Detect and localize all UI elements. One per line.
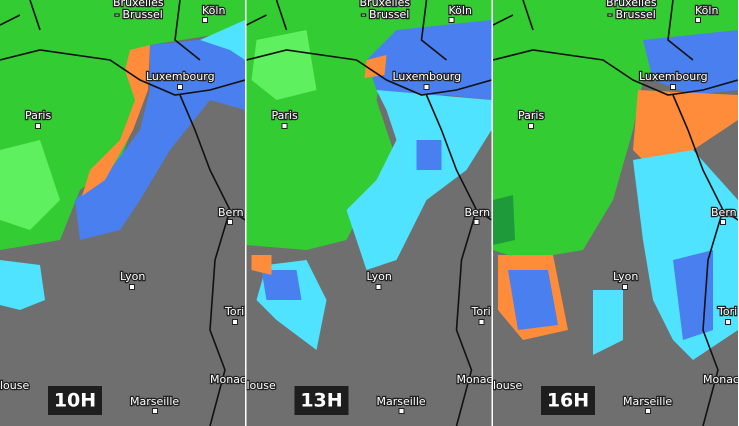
city-dot [448,17,455,23]
time-box [48,386,102,415]
city-label: Paris [272,109,298,122]
city-label: Lyon [367,270,392,283]
precip-area [75,35,245,240]
precip-area [593,290,623,355]
border [493,49,738,96]
precip-area [366,20,492,100]
city-dot [695,17,701,23]
city-dot [227,219,233,225]
time-box [541,386,595,415]
city-dot [478,319,485,325]
city-label: Bern [711,206,737,219]
city-label: Marseille [623,395,672,408]
border [425,94,492,221]
border [0,0,201,61]
precip-area [0,0,245,250]
city-label: Monac [457,373,493,386]
city-label: louse [0,379,29,392]
city-label: Paris [25,109,51,122]
city-dot [725,319,731,325]
city-dot [177,84,183,90]
precip-area [200,20,245,60]
map-panel: Bruxelles- Brussel Köln Luxembourg Paris Ber… [0,0,246,426]
city-label: Tori [471,305,491,318]
precip-area [416,140,442,170]
city-label: Lyon [613,270,638,283]
time-label: 10H [54,390,96,412]
border [702,209,724,426]
city-dot [152,408,158,414]
city-label: louse [247,379,276,392]
map-panel: Bruxelles- Brussel Köln Luxembourg Paris Ber… [246,0,493,426]
city-dot [528,123,534,129]
city-label: Tori [717,305,737,318]
precip-area [82,45,150,196]
time-box [294,386,349,415]
city-label: Luxembourg [146,70,215,83]
precip-area [673,250,713,340]
precip-area [508,270,558,330]
city-dot [645,408,651,414]
border [246,49,492,96]
city-label: Tori [224,305,244,318]
city-dot [232,319,238,325]
city-label: Luxembourg [639,70,708,83]
city-dot [202,17,208,23]
city-dot [398,408,405,414]
city-dot [622,284,628,290]
time-label: 16H [547,390,589,412]
city-label: Monac [703,373,739,386]
city-label: Bruxelles [606,0,657,9]
border [209,209,231,426]
city-label: Bruxelles [113,0,164,9]
city-label: Monac [210,373,246,386]
city-label: Köln [449,4,472,17]
map-panel: Bruxelles- Brussel Köln Luxembourg Paris Ber… [493,0,739,426]
time-label: 13H [300,390,342,412]
precip-area [364,55,387,78]
city-label: Luxembourg [393,70,462,83]
border [672,94,738,221]
city-dot [375,284,382,290]
city-label: Bern [465,206,491,219]
city-label: Bern [218,206,244,219]
city-dot [473,219,480,225]
border [455,209,478,426]
precip-area [493,195,515,245]
city-label: Marseille [130,395,179,408]
precip-area [251,255,272,275]
city-label: - Brussel [362,8,410,21]
city-label: Köln [202,4,225,17]
city-dot [423,84,430,90]
city-label: Marseille [377,395,426,408]
precip-area [633,90,738,170]
city-label: - Brussel [115,8,163,21]
border [246,0,447,61]
city-label: - Brussel [608,8,656,21]
precip-area [0,260,45,310]
border [0,49,245,96]
city-dot [281,123,288,129]
border [493,0,694,61]
city-dot [720,219,726,225]
precip-area [0,140,60,230]
precip-area [251,30,317,100]
precip-area [261,270,302,300]
city-label: Paris [518,109,544,122]
precip-area [346,90,492,270]
city-dot [35,123,41,129]
precip-area [643,30,738,95]
city-label: Lyon [120,270,145,283]
city-label: Köln [695,4,718,17]
city-dot [129,284,135,290]
border [179,94,245,221]
city-dot [670,84,676,90]
city-label: Bruxelles [360,0,411,9]
city-label: louse [493,379,522,392]
